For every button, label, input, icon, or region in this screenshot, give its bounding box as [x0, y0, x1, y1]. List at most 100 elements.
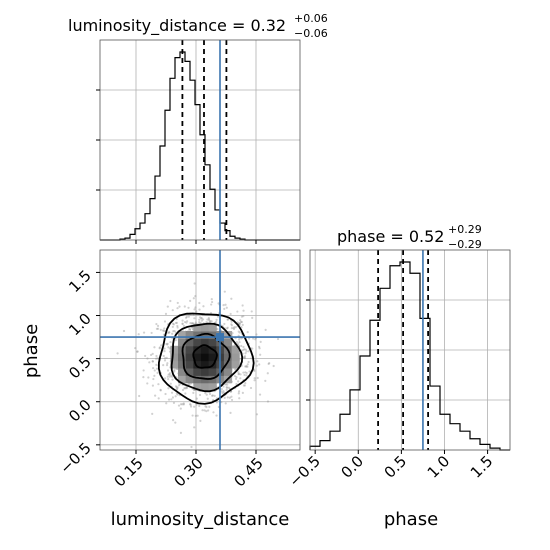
joint-sample: [238, 322, 241, 325]
joint-sample: [189, 328, 192, 331]
joint-sample: [163, 347, 166, 350]
joint-sample: [239, 373, 242, 376]
joint-sample: [211, 300, 214, 304]
joint-sample: [169, 382, 172, 385]
joint-sample: [183, 320, 187, 324]
joint-sample: [245, 371, 248, 375]
y-axis-label-phase: phase: [21, 324, 42, 378]
joint-sample: [194, 321, 197, 324]
joint-density-cell: [170, 345, 179, 354]
phase-xtick-label-0: −0.5: [286, 452, 324, 490]
joint-sample: [222, 390, 225, 393]
joint-sample: [191, 414, 194, 417]
joint-sample: [249, 386, 253, 390]
joint-sample: [212, 411, 215, 414]
joint-sample: [150, 331, 153, 335]
joint-sample: [170, 375, 174, 378]
joint-sample: [225, 306, 228, 309]
joint-density-cell: [185, 331, 194, 339]
joint-density-cell: [231, 345, 240, 354]
joint-sample: [250, 310, 253, 313]
joint-sample: [242, 345, 245, 349]
joint-sample: [200, 317, 203, 320]
joint-sample: [173, 370, 176, 373]
joint-sample: [178, 383, 181, 386]
joint-sample: [189, 328, 192, 331]
joint-sample: [217, 302, 220, 305]
joint-sample: [239, 320, 243, 324]
joint-sample: [198, 393, 202, 397]
joint-sample: [179, 407, 182, 410]
phase-xtick-label-2: 0.5: [381, 452, 411, 482]
joint-sample: [165, 342, 168, 346]
joint-sample: [213, 394, 216, 398]
joint-sample: [192, 297, 195, 300]
joint-sample: [116, 352, 119, 355]
joint-sample: [167, 398, 171, 401]
joint-density-cell: [208, 338, 217, 347]
joint-sample: [237, 392, 240, 395]
joint-sample: [235, 375, 238, 379]
joint-sample: [232, 327, 236, 331]
joint-density-cell: [193, 382, 202, 391]
x-axis-label-phase: phase: [384, 509, 438, 530]
joint-density-cell: [185, 353, 194, 362]
joint-sample: [210, 303, 213, 306]
joint-sample: [151, 360, 154, 363]
joint-sample: [253, 379, 256, 382]
joint-sample: [220, 390, 223, 393]
joint-sample: [167, 331, 170, 334]
joint-sample: [198, 316, 202, 319]
joint-density-cell: [200, 382, 210, 391]
joint-sample: [173, 369, 176, 372]
joint-sample: [188, 403, 192, 406]
joint-sample: [223, 396, 226, 399]
joint-sample: [222, 304, 225, 307]
joint-density-cell: [185, 345, 194, 354]
joint-sample: [245, 365, 248, 368]
joint-density-cell: [193, 360, 202, 369]
lumdist-title: luminosity_distance = 0.32: [68, 16, 286, 36]
joint-sample: [198, 301, 201, 305]
joint-sample: [240, 320, 244, 324]
phase-title: phase = 0.52: [337, 227, 444, 246]
joint-sample: [200, 319, 203, 322]
joint-sample: [233, 374, 237, 378]
joint-sample: [175, 386, 178, 389]
joint-sample: [134, 346, 137, 350]
joint-sample: [243, 384, 247, 387]
joint-sample: [181, 403, 184, 406]
joint-sample: [195, 397, 198, 400]
joint-sample: [151, 352, 154, 355]
joint-sample: [207, 409, 210, 412]
joint-sample: [165, 356, 168, 359]
joint-sample: [162, 364, 165, 367]
joint-sample: [172, 401, 176, 405]
joint-sample: [238, 322, 241, 325]
joint-sample: [185, 321, 188, 324]
joint-sample: [245, 374, 248, 377]
joint-sample: [156, 371, 159, 375]
joint-sample: [203, 409, 206, 412]
joint-sample: [199, 419, 202, 422]
joint-sample: [174, 395, 177, 398]
phase-xtick-label-4: 1.5: [467, 452, 497, 482]
joint-sample: [220, 388, 223, 391]
joint-sample: [188, 383, 191, 386]
joint-density-cell: [200, 323, 210, 332]
lumdist-histogram: [100, 51, 300, 241]
joint-sample: [198, 318, 201, 321]
joint-xtick-label-0: 0.15: [110, 454, 146, 490]
joint-sample: [207, 316, 210, 320]
joint-sample: [206, 318, 209, 321]
joint-sample: [179, 403, 183, 406]
joint-sample: [208, 405, 211, 408]
joint-sample: [211, 394, 214, 397]
joint-sample: [184, 316, 188, 319]
joint-sample: [222, 385, 225, 388]
joint-sample: [238, 338, 241, 341]
joint-sample: [252, 337, 255, 340]
joint-sample: [148, 361, 151, 364]
joint-sample: [185, 315, 188, 319]
